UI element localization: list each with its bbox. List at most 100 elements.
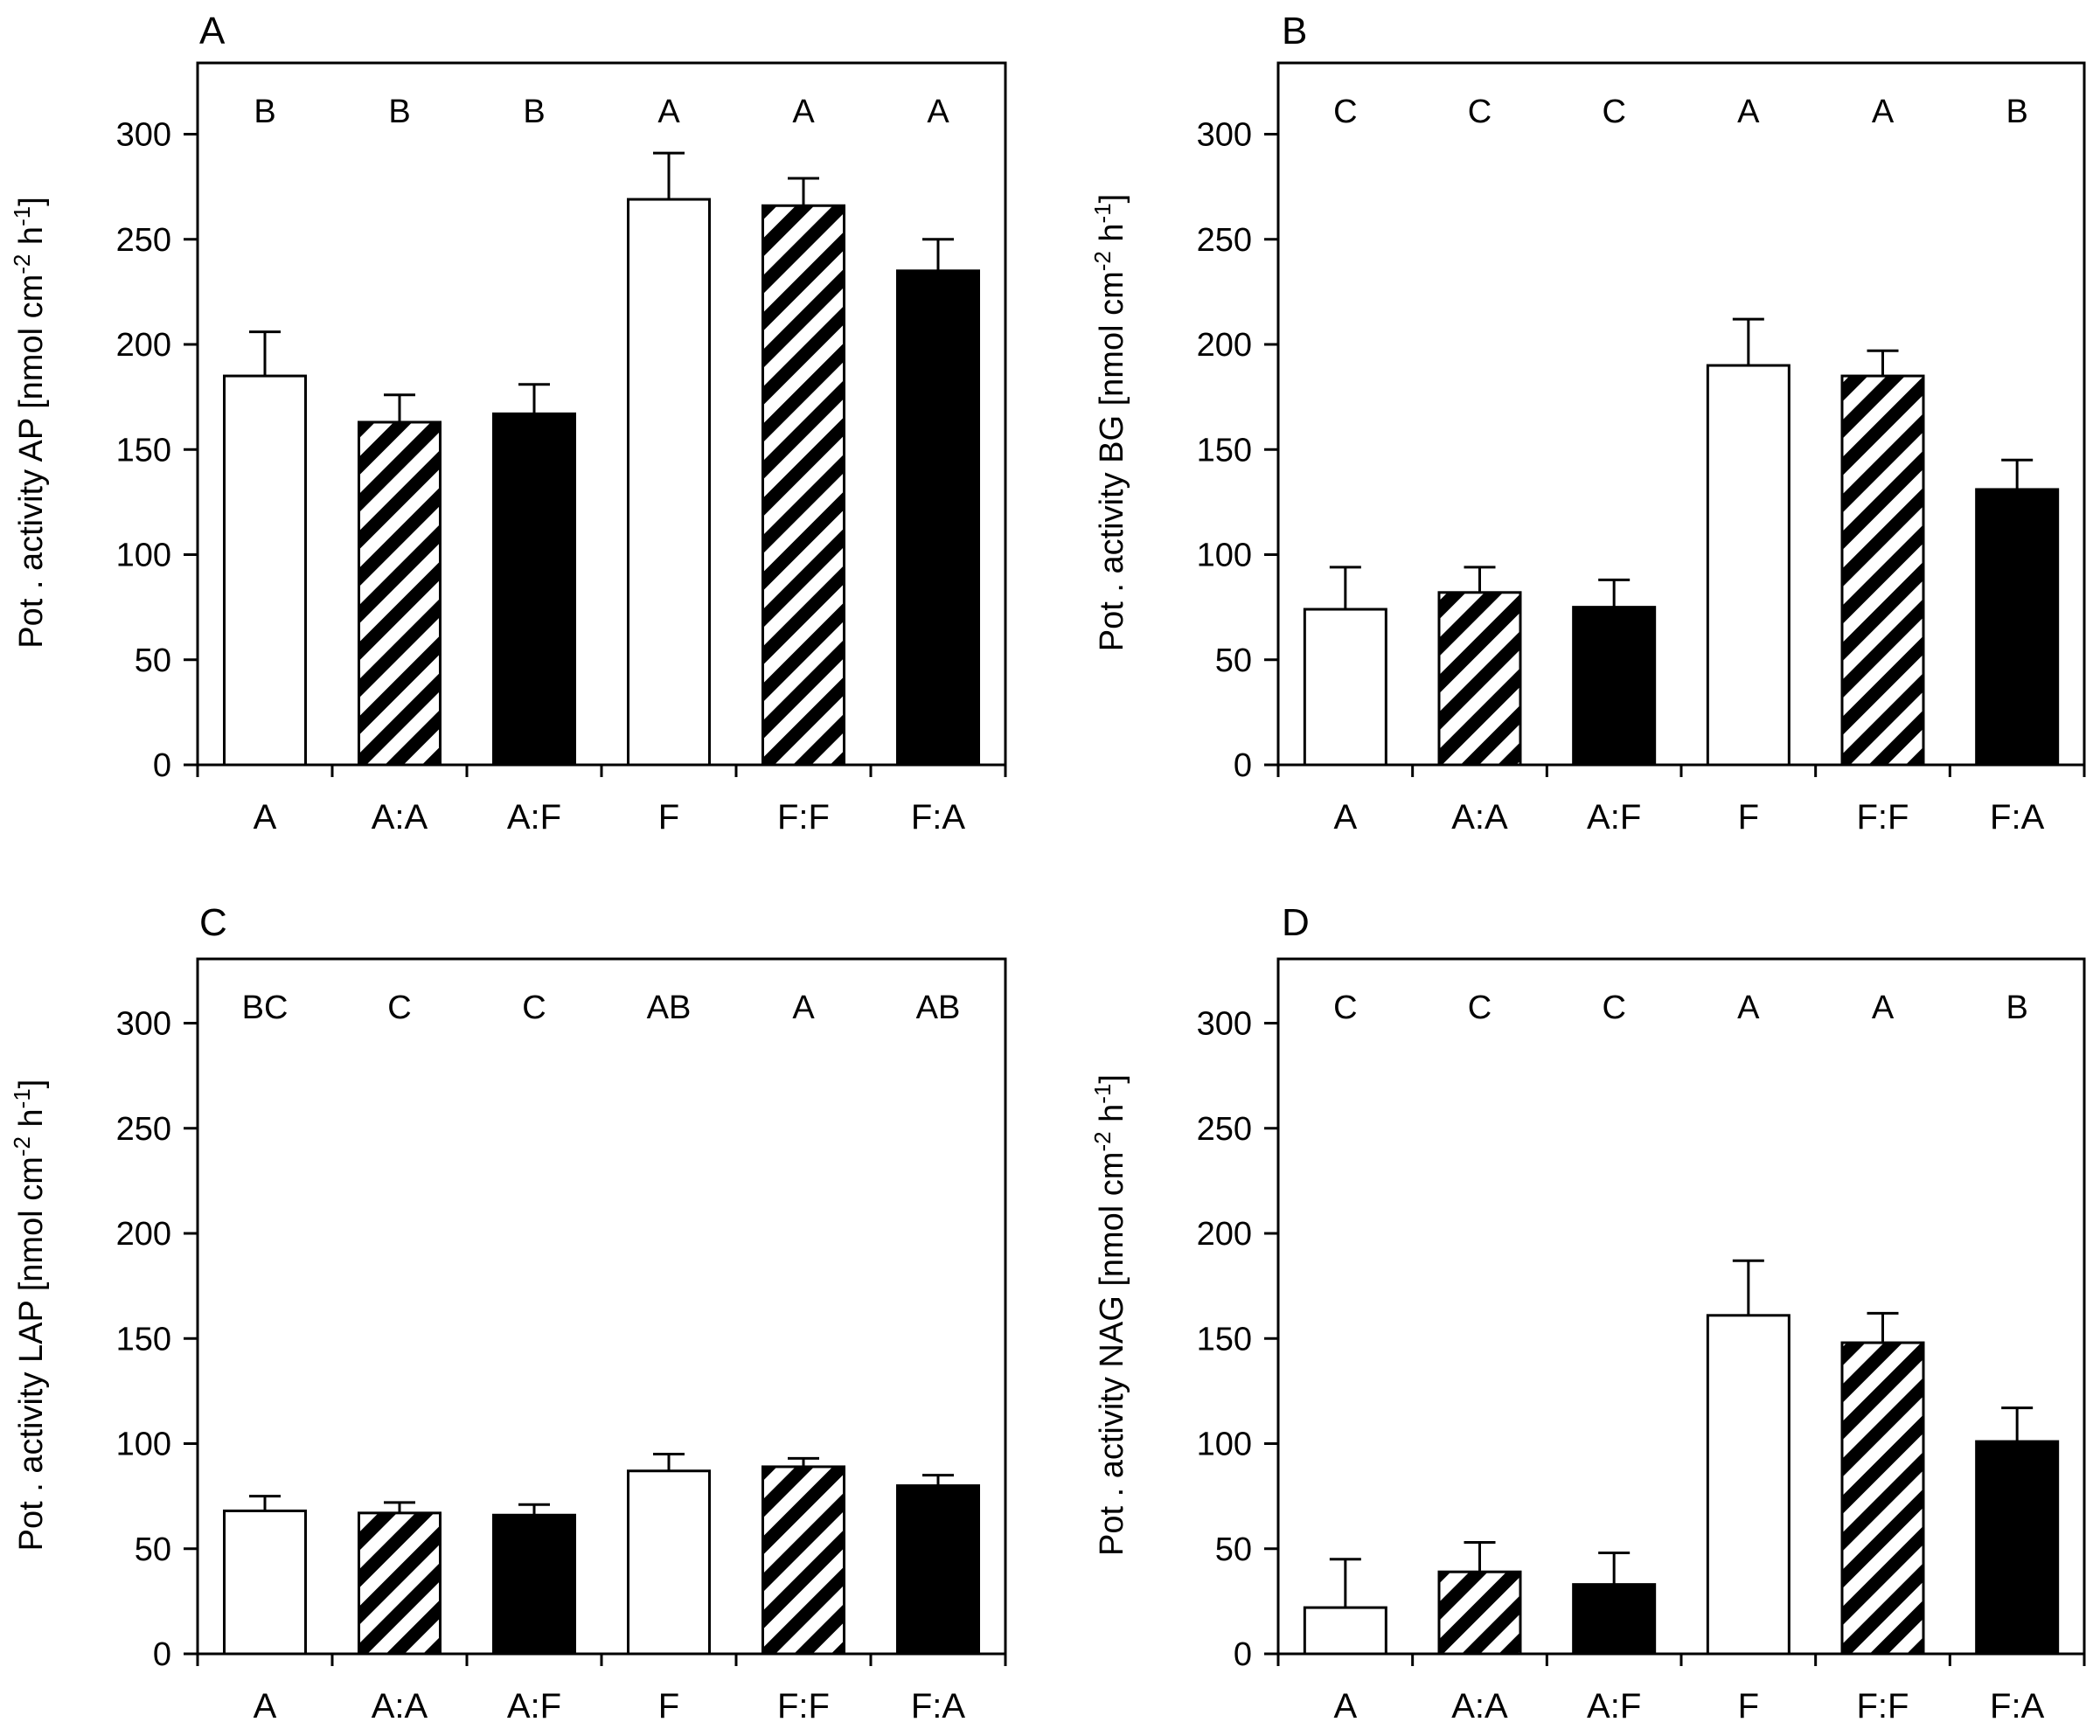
bar-f — [627, 1469, 711, 1656]
y-tick-label: 150 — [116, 1321, 171, 1358]
significance-letter: BC — [242, 990, 289, 1026]
bar-a-a — [1437, 591, 1522, 767]
x-category-label: F:A — [911, 798, 966, 837]
y-axis-label-part: h — [1094, 1104, 1130, 1132]
significance-letter: C — [1333, 990, 1357, 1026]
chart-panel-c: C 0 50 100 150 200 250 300 A BC A:A C A:F C F AB F:F A F:A… — [9, 901, 1007, 1726]
bar-a-f — [492, 412, 576, 767]
x-category-label: A — [1333, 1687, 1357, 1726]
x-category-label: F — [658, 1687, 679, 1726]
significance-letter: AB — [647, 990, 692, 1026]
y-tick-label: 300 — [1197, 117, 1252, 154]
y-axis-label-superscript: -1 — [9, 206, 35, 226]
bar-a — [1303, 608, 1387, 767]
bar-f — [627, 198, 711, 767]
significance-letter: C — [522, 990, 546, 1026]
y-tick-label: 250 — [1197, 1111, 1252, 1148]
y-tick-label: 200 — [116, 1216, 171, 1253]
bar-f-f — [1840, 374, 1925, 767]
x-category-label: F:F — [1857, 798, 1909, 837]
y-tick-label: 50 — [135, 1531, 171, 1568]
bar-f-f — [1840, 1341, 1925, 1656]
y-axis-label-superscript: -2 — [9, 1136, 35, 1156]
significance-letter: A — [657, 94, 680, 130]
y-tick-label: 0 — [153, 1636, 171, 1673]
panel-title: B — [1282, 10, 1307, 52]
bar-f-a — [896, 269, 980, 767]
bar-f-a — [1975, 488, 2060, 767]
bar-f-f — [761, 204, 845, 767]
y-axis-label-part: h — [13, 226, 50, 254]
y-axis-label-superscript: -2 — [9, 254, 35, 274]
y-tick-label: 200 — [116, 327, 171, 364]
x-category-label: F:F — [1857, 1687, 1909, 1726]
x-category-label: F:A — [1990, 1687, 2045, 1726]
plot-frame — [1276, 957, 2086, 1656]
y-tick-label: 250 — [116, 1111, 171, 1148]
x-category-label: A:F — [507, 798, 561, 837]
significance-letter: C — [1602, 990, 1625, 1026]
x-category-label: A:F — [507, 1687, 561, 1726]
y-tick-label: 300 — [116, 1006, 171, 1043]
significance-letter: B — [2006, 990, 2027, 1026]
x-category-label: F — [1738, 798, 1759, 837]
x-category-label: F — [1738, 1687, 1759, 1726]
y-tick-label: 0 — [1234, 747, 1252, 784]
y-tick-label: 50 — [1215, 1531, 1252, 1568]
plot-frame — [196, 61, 1007, 767]
y-tick-label: 150 — [1197, 432, 1252, 469]
y-axis-label-part: Pot . activity AP [nmol cm — [13, 274, 50, 649]
x-category-label: A:F — [1587, 798, 1641, 837]
x-category-label: A — [1333, 798, 1357, 837]
significance-letter: A — [792, 94, 815, 130]
bar-a-f — [492, 1513, 576, 1656]
bar-f-f — [761, 1465, 845, 1656]
y-axis-label-superscript: -2 — [1089, 1131, 1116, 1151]
y-tick-label: 200 — [1197, 327, 1252, 364]
significance-letter: B — [523, 94, 545, 130]
x-category-label: A:F — [1587, 1687, 1641, 1726]
significance-letter: C — [387, 990, 411, 1026]
significance-letter: C — [1468, 990, 1492, 1026]
chart-panel-a: A 0 50 100 150 200 250 300 A B A:A B A:F B F A F:F A F:A A P… — [9, 10, 1007, 837]
significance-letter: AB — [916, 990, 961, 1026]
bar-f-a — [1975, 1440, 2060, 1656]
bar-f — [1706, 364, 1791, 767]
y-axis-label-part: Pot . activity NAG [nmol cm — [1094, 1152, 1130, 1556]
chart-panel-d: D 0 50 100 150 200 250 300 A C A:A C A:F C F A F:F A F:A B P… — [1089, 901, 2086, 1726]
y-axis-label-superscript: -1 — [1089, 1084, 1116, 1104]
y-axis-label-superscript: -1 — [1089, 203, 1116, 223]
y-axis-label-part: ] — [13, 197, 50, 206]
y-axis-label-part: ] — [1094, 194, 1130, 204]
significance-letter: B — [254, 94, 275, 130]
x-category-label: F:A — [1990, 798, 2045, 837]
x-category-label: A — [254, 798, 277, 837]
x-category-label: A:A — [1451, 1687, 1508, 1726]
y-axis-label: Pot . activity AP [nmol cm-2 h-1] — [9, 197, 50, 649]
y-tick-label: 100 — [116, 538, 171, 574]
significance-letter: A — [1872, 990, 1895, 1026]
significance-letter: A — [1737, 94, 1760, 130]
bar-a-f — [1572, 1583, 1657, 1656]
y-tick-label: 250 — [1197, 222, 1252, 259]
y-axis-label-superscript: -1 — [9, 1088, 35, 1108]
bar-f-a — [896, 1484, 980, 1656]
y-axis-label-part: ] — [1094, 1074, 1130, 1084]
y-tick-label: 150 — [116, 432, 171, 469]
chart-panel-b: B 0 50 100 150 200 250 300 A C A:A C A:F C F A F:F A F:A B P… — [1089, 10, 2086, 837]
significance-letter: A — [792, 990, 815, 1026]
significance-letter: C — [1468, 94, 1492, 130]
y-axis-label-part: h — [13, 1108, 50, 1136]
x-category-label: F:F — [777, 1687, 830, 1726]
y-tick-label: 50 — [1215, 642, 1252, 679]
y-tick-label: 100 — [1197, 1427, 1252, 1463]
y-tick-label: 300 — [1197, 1006, 1252, 1043]
x-category-label: A — [254, 1687, 277, 1726]
y-tick-label: 150 — [1197, 1321, 1252, 1358]
y-axis-label-superscript: -2 — [1089, 251, 1116, 271]
x-category-label: F:A — [911, 1687, 966, 1726]
bar-a-f — [1572, 606, 1657, 767]
y-axis-label-part: ] — [13, 1080, 50, 1089]
y-tick-label: 250 — [116, 222, 171, 259]
